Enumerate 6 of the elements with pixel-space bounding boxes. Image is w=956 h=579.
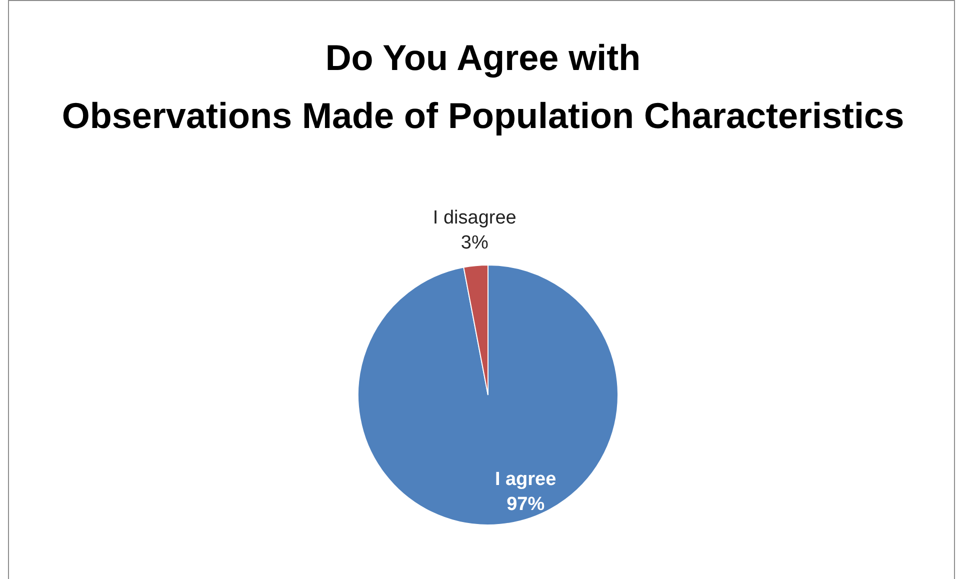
slice-label: I agree: [494, 469, 556, 490]
data-label: 3%: [460, 232, 488, 254]
pie-slice: [358, 264, 618, 526]
data-label: 97%: [506, 494, 545, 515]
chart-title: Do You Agree with Observations Made of Population Characteristics: [62, 37, 904, 136]
slice-label: I disagree: [432, 208, 516, 229]
